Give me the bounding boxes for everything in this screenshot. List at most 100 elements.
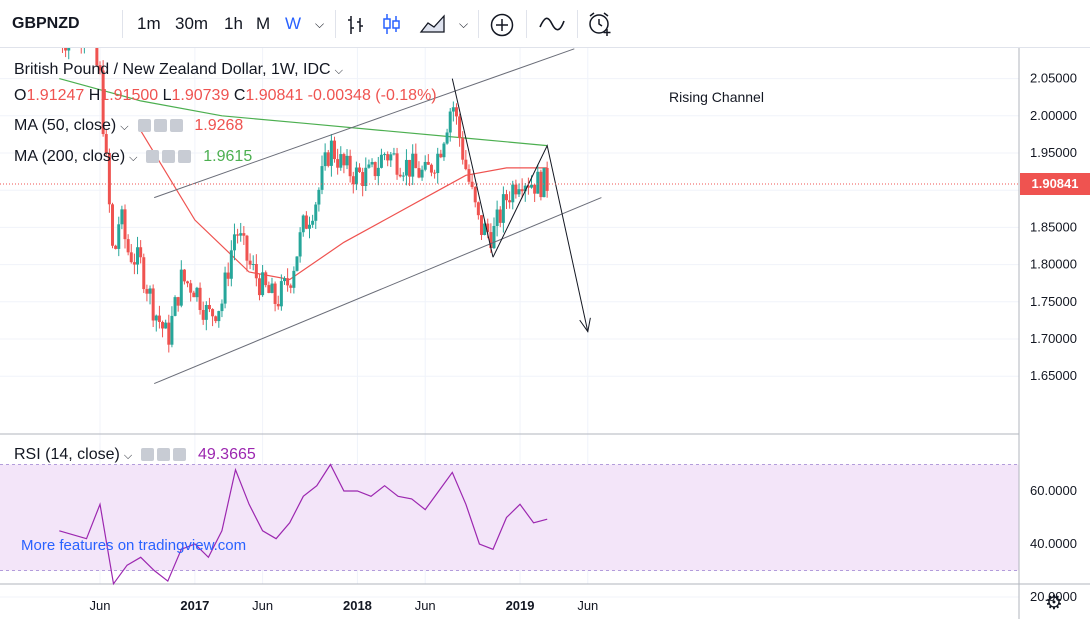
chevron-down-icon[interactable]: ⌵ [120,121,129,133]
channel-upper-line[interactable] [154,48,575,199]
candle-body [267,285,271,293]
candle-body [489,232,493,249]
candle-body [458,116,462,139]
candle-body [189,283,193,293]
close-icon[interactable] [169,119,183,133]
chevron-down-icon[interactable]: ⌵ [334,65,343,77]
candle-body [520,189,524,192]
candle-body [361,172,365,186]
chevron-down-icon[interactable]: ⌵ [123,450,133,462]
chevron-down-icon[interactable]: ⌵ [459,17,469,31]
time-axis[interactable]: Jun 2017 Jun 2018 Jun 2019 Jun [90,598,599,613]
eye-icon[interactable] [141,448,155,462]
chevron-down-icon[interactable]: ⌵ [315,17,325,31]
candle-body [142,257,146,290]
candle-body [129,252,133,263]
symbol-search[interactable]: GBPNZD [12,15,80,32]
price-tick-label: 1.80000 [1030,257,1077,272]
close-icon[interactable] [178,150,192,164]
candle-body [98,65,102,71]
gear-icon[interactable] [157,448,171,462]
candle-body [314,204,318,221]
candle-body [170,315,174,345]
rsi-axis[interactable]: 60.0000 40.0000 20.0000 [1030,483,1077,604]
candle-body [317,189,321,205]
gear-icon[interactable] [153,119,167,133]
candle-body [473,187,477,203]
candle-body [379,154,383,168]
ma200-legend[interactable]: MA (200, close) ⌵ 1.9615 [14,148,252,166]
candle-body [426,161,430,165]
rsi-line [59,463,548,586]
timeframe-30m[interactable]: 30m [175,14,209,33]
separator [577,10,578,38]
candle-body [245,235,249,261]
ma50-line [140,130,548,281]
timeframe-1m[interactable]: 1m [137,14,161,33]
bar-chart-icon[interactable] [345,14,367,62]
price-axis[interactable]: 2.100002.050002.000001.950001.900001.850… [1030,48,1077,383]
candle-body [101,70,105,135]
drawings-layer[interactable] [154,48,602,385]
price-tick-label: 2.05000 [1030,71,1077,86]
candle-body [523,185,527,192]
ma50-legend[interactable]: MA (50, close) ⌵ 1.9268 [14,117,243,135]
candle-body [392,153,396,155]
candle-body [401,175,405,177]
candle-body [533,184,537,194]
chart-canvas[interactable]: 2.100002.050002.000001.950001.900001.850… [0,48,1090,619]
rsi-legend[interactable]: RSI (14, close) ⌵ 49.3665 [14,446,256,464]
timeframe-m[interactable]: M [256,14,271,33]
candle-body [261,272,265,296]
projection-arrow-line[interactable] [492,144,589,332]
candles-layer [61,48,549,353]
tradingview-watermark-link[interactable]: More features on tradingview.com [21,537,247,554]
rsi-value: 49.3665 [197,446,256,463]
candle-body [329,140,333,166]
symbol-title: British Pound / New Zealand Dollar, 1W, … [14,61,331,78]
candles-icon[interactable] [381,13,403,61]
eye-icon[interactable] [146,150,160,164]
candle-body [151,288,155,321]
separator [122,10,123,38]
separator [478,10,479,38]
candle-body [479,215,483,235]
symbol-title-legend: British Pound / New Zealand Dollar, 1W, … [14,61,343,79]
candle-body [439,153,443,158]
rising-channel-label[interactable]: Rising Channel [669,89,764,105]
area-chart-icon[interactable] [419,13,447,61]
add-circle-icon[interactable] [489,12,515,60]
time-tick-label: 2019 [506,598,535,613]
timeframe-w[interactable]: W [285,14,302,33]
candle-body [542,167,546,198]
candle-body [64,48,68,51]
close-icon[interactable] [173,448,187,462]
price-tick-label: 1.65000 [1030,368,1077,383]
candle-body [182,269,186,282]
rsi-tick-label: 20.0000 [1030,589,1077,604]
candle-body [505,194,508,201]
gear-icon[interactable]: ⚙ [1045,592,1063,614]
candle-body [207,304,211,310]
toolbar: GBPNZD 1m 30m 1h M W ⌵ ⌵ [0,0,1090,48]
timeframe-1h[interactable]: 1h [224,14,243,33]
candle-body [376,167,380,177]
candle-body [351,176,355,185]
candle-body [220,303,224,312]
candle-body [264,272,268,286]
candle-body [470,181,474,188]
channel-lower-line[interactable] [154,197,602,385]
candle-body [148,288,152,294]
candle-body [367,164,371,168]
candle-body [164,322,168,329]
gear-icon[interactable] [162,150,176,164]
price-tick-label: 1.70000 [1030,331,1077,346]
alarm-add-icon[interactable] [586,10,614,58]
swing-line[interactable] [451,78,494,258]
chevron-down-icon[interactable]: ⌵ [129,152,138,164]
eye-icon[interactable] [137,119,151,133]
separator [526,10,527,38]
candle-body [323,152,327,167]
candle-body [545,167,549,191]
indicator-wave-icon[interactable] [538,14,566,62]
